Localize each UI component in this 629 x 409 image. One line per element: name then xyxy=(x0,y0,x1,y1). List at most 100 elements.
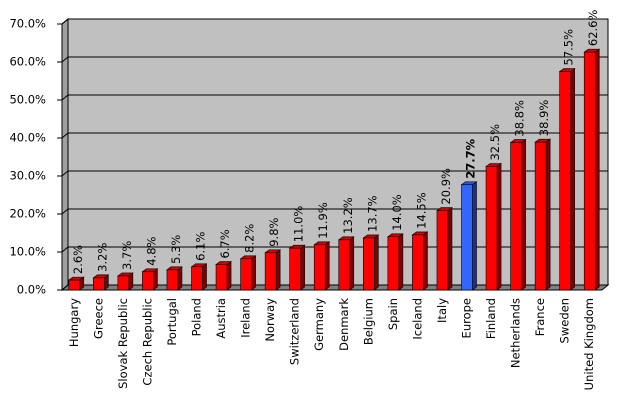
bar xyxy=(166,269,179,291)
bar xyxy=(117,275,130,291)
value-label: 11.0% xyxy=(292,206,306,243)
y-tick-label: 70.0% xyxy=(9,17,46,31)
value-label: 6.7% xyxy=(218,229,232,258)
value-label: 62.6% xyxy=(586,10,600,47)
bar-side xyxy=(300,244,305,291)
bar xyxy=(461,184,473,291)
value-label: 27.7% xyxy=(464,138,478,178)
grid-line xyxy=(61,208,608,215)
bar xyxy=(215,264,228,291)
x-tick-label: Finland xyxy=(484,298,498,339)
bar xyxy=(68,279,81,291)
bar xyxy=(142,271,154,291)
x-tick-label: Iceland xyxy=(410,298,424,340)
bar xyxy=(191,266,203,291)
value-label: 9.8% xyxy=(267,217,281,246)
x-tick-label: United Kingdom xyxy=(582,298,596,390)
value-label: 13.7% xyxy=(365,195,379,232)
value-label: 57.5% xyxy=(562,29,576,66)
x-tick-label: Spain xyxy=(386,298,400,330)
grid-line xyxy=(61,170,608,177)
value-label: 2.6% xyxy=(71,245,85,274)
bar xyxy=(264,252,277,291)
bar xyxy=(338,239,351,291)
x-tick-label: Denmark xyxy=(337,298,351,351)
value-label: 38.9% xyxy=(537,100,551,137)
bar-side xyxy=(570,67,575,291)
grid-line xyxy=(61,284,608,291)
grid-line xyxy=(61,94,608,101)
y-tick-label: 20.0% xyxy=(9,207,46,221)
value-label: 5.3% xyxy=(169,235,183,264)
bar xyxy=(387,236,400,291)
bar xyxy=(240,258,252,291)
value-label: 13.2% xyxy=(341,197,355,234)
x-tick-label: Slovak Republic xyxy=(116,298,130,389)
bar xyxy=(93,277,105,291)
y-tick-label: 60.0% xyxy=(9,55,46,69)
grid-line xyxy=(61,56,608,63)
value-label: 32.5% xyxy=(488,124,502,161)
bar xyxy=(485,166,498,291)
grid-line xyxy=(61,18,608,25)
x-tick-label: Switzerland xyxy=(288,298,302,365)
bar xyxy=(510,142,522,291)
x-tick-label: Austria xyxy=(214,298,228,339)
bar-side xyxy=(374,234,379,291)
x-tick-label: Netherlands xyxy=(509,298,523,368)
bar-side xyxy=(423,231,428,291)
bar-side xyxy=(226,260,232,291)
x-tick-label: Greece xyxy=(91,298,105,339)
bar-side xyxy=(177,266,183,291)
bar-side xyxy=(496,162,502,291)
x-tick-label: Poland xyxy=(190,298,204,336)
bar-side xyxy=(251,255,256,291)
x-tick-label: France xyxy=(533,298,547,336)
x-tick-label: Sweden xyxy=(558,298,572,343)
bar-side xyxy=(324,241,330,291)
bar xyxy=(559,71,571,291)
bar-side xyxy=(349,236,355,291)
y-tick-label: 30.0% xyxy=(9,169,46,183)
bar-side xyxy=(472,181,477,291)
y-tick-label: 0.0% xyxy=(17,283,46,297)
bar xyxy=(583,51,596,291)
value-label: 14.0% xyxy=(390,194,404,231)
bar-side xyxy=(275,249,281,291)
value-label: 8.2% xyxy=(243,224,257,253)
value-label: 3.7% xyxy=(120,241,134,270)
value-label: 14.5% xyxy=(414,192,428,229)
bar-side xyxy=(545,138,551,291)
bar-side xyxy=(447,206,453,291)
bar-side xyxy=(202,263,207,291)
bar-side xyxy=(521,138,526,291)
bar xyxy=(436,210,449,291)
x-tick-label: Europe xyxy=(460,298,474,338)
x-tick-label: Portugal xyxy=(165,298,179,346)
bar xyxy=(289,247,301,291)
x-tick-label: Belgium xyxy=(361,298,375,345)
x-tick-label: Ireland xyxy=(239,298,253,338)
bar xyxy=(412,234,424,291)
y-tick-label: 40.0% xyxy=(9,131,46,145)
value-label: 20.9% xyxy=(439,168,453,205)
bar xyxy=(313,244,326,291)
value-label: 38.8% xyxy=(513,100,527,137)
value-label: 11.9% xyxy=(316,202,330,239)
y-tick-label: 50.0% xyxy=(9,93,46,107)
bar-side xyxy=(153,268,158,291)
bar-side xyxy=(398,233,404,291)
value-label: 4.8% xyxy=(144,236,158,265)
grid-line xyxy=(61,246,608,253)
x-tick-label: Germany xyxy=(312,298,326,351)
y-tick-label: 10.0% xyxy=(9,245,46,259)
x-tick-label: Italy xyxy=(435,298,449,323)
bar-side xyxy=(594,48,600,291)
grid-line xyxy=(61,132,608,139)
value-label: 6.1% xyxy=(194,232,208,261)
x-tick-label: Czech Republic xyxy=(140,298,154,386)
bar xyxy=(363,237,375,291)
x-tick-label: Norway xyxy=(263,298,277,342)
bar xyxy=(534,141,547,291)
